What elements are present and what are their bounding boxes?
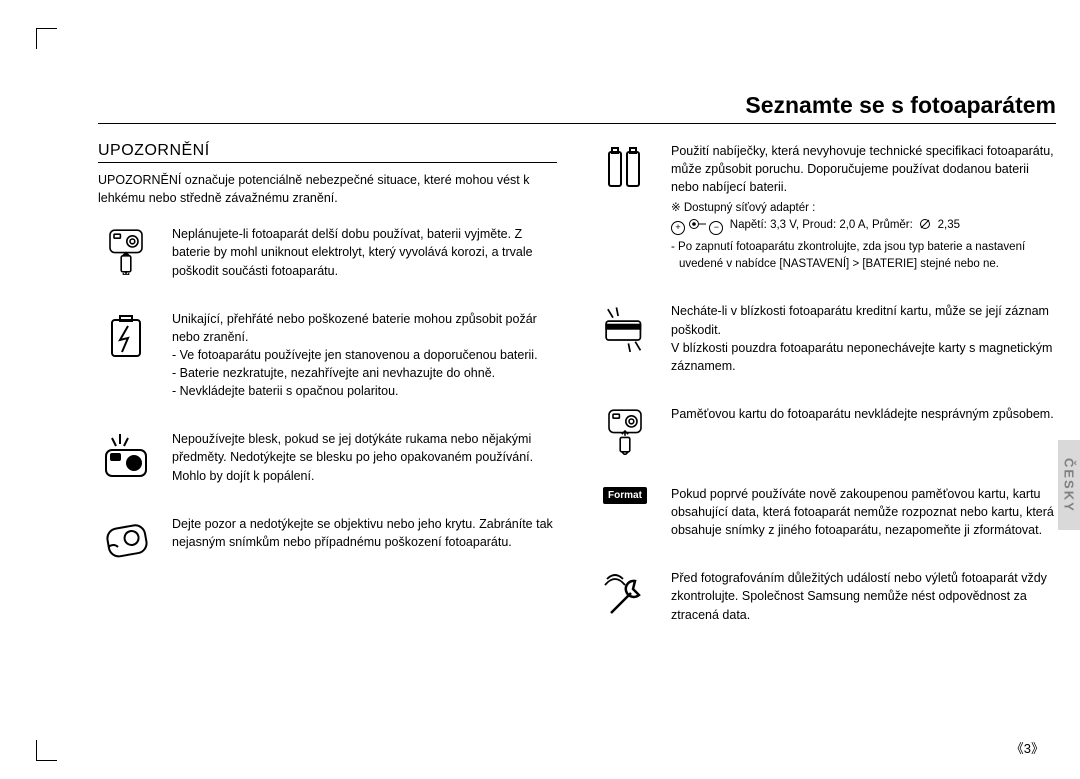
crop-mark-bl [36,740,57,761]
caution-item: Unikající, přehřáté nebo poškozené bater… [98,310,557,401]
caution-text: Nepoužívejte blesk, pokud se jej dotýkát… [172,430,557,484]
line: Unikající, přehřáté nebo poškozené bater… [172,310,557,346]
page-content: Seznamte se s fotoaparátem UPOZORNĚNÍ UP… [98,92,1056,779]
camera-card-in-icon [597,405,653,455]
columns: UPOZORNĚNÍ UPOZORNĚNÍ označuje potenciál… [98,142,1056,654]
line: - Nevkládejte baterii s opačnou polarito… [172,382,557,400]
flash-warning-icon [98,430,154,484]
caution-text: Neplánujete-li fotoaparát delší dobu pou… [172,225,557,279]
polarity-icon [688,218,706,230]
page-number: 《3》 [1011,738,1044,757]
section-heading: UPOZORNĚNÍ [98,142,557,163]
caution-text: Paměťovou kartu do fotoaparátu nevkládej… [671,405,1054,455]
caution-item: Format Pokud poprvé používáte nově zakou… [597,485,1056,539]
camera-battery-out-icon [98,225,154,279]
diameter-icon [919,218,931,230]
format-badge: Format [603,487,647,504]
spec-line: + − Napětí: 3,3 V, Proud: 2,0 A, Průměr:… [671,217,1056,235]
batteries-icon [597,142,653,272]
spec-values: Napětí: 3,3 V, Proud: 2,0 A, Průměr: [730,219,913,231]
minus-symbol: − [709,221,723,235]
intro-text: UPOZORNĚNÍ označuje potenciálně nebezpeč… [98,171,557,207]
caution-item: Necháte-li v blízkosti fotoaparátu kredi… [597,302,1056,375]
left-column: UPOZORNĚNÍ UPOZORNĚNÍ označuje potenciál… [98,142,557,654]
title-bar: Seznamte se s fotoaparátem [98,92,1056,124]
battery-damaged-icon [98,310,154,401]
caution-text: Pokud poprvé používáte nově zakoupenou p… [671,485,1056,539]
language-side-label: ČESKY [1062,458,1077,513]
plus-symbol: + [671,221,685,235]
language-side-tab: ČESKY [1058,440,1080,530]
diameter-value: 2,35 [938,219,960,231]
credit-card-magnet-icon [597,302,653,375]
note-line: - Po zapnutí fotoaparátu zkontrolujte, z… [671,239,1056,272]
lens-hand-icon [98,515,154,565]
line: - Baterie nezkratujte, nezahřívejte ani … [172,364,557,382]
format-icon: Format [597,485,653,539]
caution-item: Dejte pozor a nedotýkejte se objektivu n… [98,515,557,565]
page-title: Seznamte se s fotoaparátem [745,92,1056,118]
adapter-label: ※ Dostupný síťový adaptér : [671,200,1056,217]
line: Použití nabíječky, která nevyhovuje tech… [671,142,1056,196]
caution-item: Před fotografováním důležitých událostí … [597,569,1056,623]
right-column: Použití nabíječky, která nevyhovuje tech… [597,142,1056,654]
caution-item: Neplánujete-li fotoaparát delší dobu pou… [98,225,557,279]
crop-mark-tl [36,28,57,49]
caution-item: Nepoužívejte blesk, pokud se jej dotýkát… [98,430,557,484]
line: - Ve fotoaparátu používejte jen stanoven… [172,346,557,364]
caution-text: Necháte-li v blízkosti fotoaparátu kredi… [671,302,1056,375]
caution-text: Použití nabíječky, která nevyhovuje tech… [671,142,1056,272]
wrench-check-icon [597,569,653,623]
caution-item: Paměťovou kartu do fotoaparátu nevkládej… [597,405,1056,455]
caution-text: Unikající, přehřáté nebo poškozené bater… [172,310,557,401]
caution-text: Dejte pozor a nedotýkejte se objektivu n… [172,515,557,565]
caution-text: Před fotografováním důležitých událostí … [671,569,1056,623]
caution-item: Použití nabíječky, která nevyhovuje tech… [597,142,1056,272]
